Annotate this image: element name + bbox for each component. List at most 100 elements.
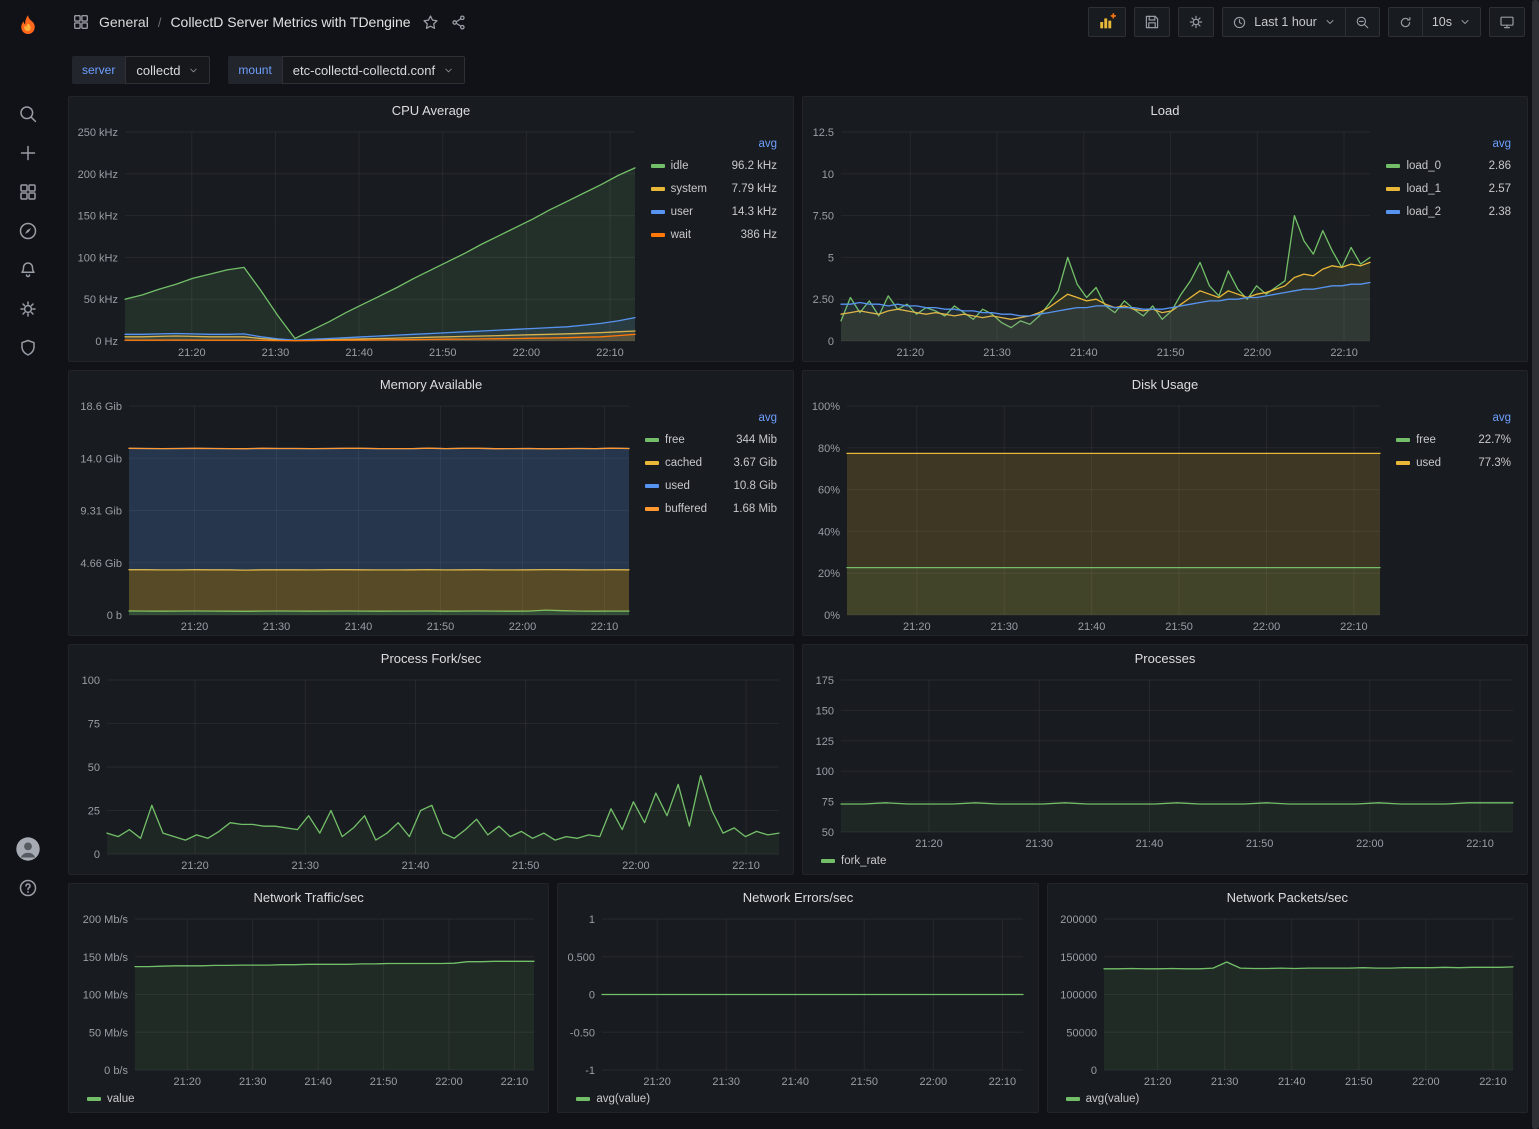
network-traffic-chart[interactable]: 0 b/s 50 Mb/s 100 Mb/s 150 Mb/s 200 Mb/s 21:2… [73,911,544,1088]
panel-disk-usage: Disk Usage 0% 20% 40% 60% 80% 100% 21:20 21:30 2… [802,370,1528,636]
legend-item[interactable]: load_1 2.57 [1386,177,1511,200]
breadcrumb-folder[interactable]: General [99,14,149,30]
variable-mount-label: mount [228,56,282,84]
add-panel-button[interactable] [1088,7,1127,37]
svg-text:50 Mb/s: 50 Mb/s [89,1027,129,1039]
panel-title[interactable]: Process Fork/sec [380,651,482,666]
legend-item[interactable]: avg(value) [1065,1093,1139,1105]
legend-item[interactable]: buffered 1.68 Mib [645,497,777,520]
sidebar-item-search[interactable] [0,94,56,133]
panel-title[interactable]: Network Traffic/sec [253,890,364,905]
scrollbar[interactable] [1532,0,1539,1129]
legend-item[interactable]: fork_rate [821,855,886,867]
legend-item[interactable]: cached 3.67 Gib [645,451,777,474]
panel-title[interactable]: Network Errors/sec [742,890,854,905]
svg-text:21:40: 21:40 [1136,838,1164,850]
legend-swatch [87,1097,101,1101]
legend-item[interactable]: free 344 Mib [645,428,777,451]
svg-text:10: 10 [822,169,834,181]
network-traffic-legend: value [73,1088,544,1110]
svg-text:20%: 20% [818,568,840,580]
legend-item[interactable]: used 77.3% [1396,451,1511,474]
legend-item[interactable]: free 22.7% [1396,428,1511,451]
svg-text:200 kHz: 200 kHz [78,169,118,181]
cpu-average-chart[interactable]: 0 Hz 50 kHz 100 kHz 150 kHz 200 kHz 250 kHz 21… [73,124,645,359]
legend-item[interactable]: user 14.3 kHz [650,200,777,223]
scrollbar-thumb[interactable] [1532,0,1539,1129]
svg-text:150: 150 [816,705,834,717]
svg-text:21:20: 21:20 [915,838,943,850]
cycle-view-mode-button[interactable] [1489,7,1525,37]
legend-item[interactable]: avg(value) [576,1093,650,1105]
svg-text:5: 5 [828,252,834,264]
panel-title[interactable]: CPU Average [391,103,471,118]
legend-item[interactable]: idle 96.2 kHz [650,154,777,177]
legend-item[interactable]: used 10.8 Gib [645,474,777,497]
sidebar-item-explore[interactable] [0,211,56,250]
sidebar-item-configuration[interactable] [0,289,56,328]
processes-chart[interactable]: 50 75 100 125 150 175 21:20 21:30 21:40 21:50 22:0… [807,672,1523,850]
user-avatar[interactable] [0,829,56,868]
legend-item[interactable]: wait 386 Hz [650,223,777,246]
svg-text:21:20: 21:20 [181,621,209,633]
sidebar-item-alerting[interactable] [0,250,56,289]
variable-server-picker[interactable]: collectd [125,56,211,84]
network-packets-chart[interactable]: 0 50000 100000 150000 200000 21:20 21:30 21:40 2… [1052,911,1523,1088]
save-dashboard-button[interactable] [1134,7,1171,37]
variable-mount-value: etc-collectd-collectd.conf [292,62,436,78]
svg-text:14.0 Gib: 14.0 Gib [80,453,122,465]
svg-text:21:20: 21:20 [1143,1076,1171,1088]
legend-swatch [1065,1097,1080,1101]
panel-network-errors: Network Errors/sec -1 -0.50 0 0.500 1 21:20 21… [557,883,1039,1113]
svg-text:21:20: 21:20 [897,347,925,359]
legend-item[interactable]: system 7.79 kHz [650,177,777,200]
svg-text:22:00: 22:00 [920,1076,948,1088]
top-navigation-bar: General / CollectD Server Metrics with T… [56,0,1539,44]
svg-text:21:20: 21:20 [178,347,206,359]
refresh-interval-picker[interactable]: 10s [1421,7,1481,37]
panel-title[interactable]: Load [1150,103,1180,118]
share-dashboard-button[interactable] [450,14,467,31]
svg-text:100 Mb/s: 100 Mb/s [83,990,129,1002]
svg-text:21:50: 21:50 [851,1076,879,1088]
legend-swatch [576,1097,591,1101]
svg-text:-0.50: -0.50 [570,1027,595,1039]
disk-usage-chart[interactable]: 0% 20% 40% 60% 80% 100% 21:20 21:30 21:40 21:50 22… [807,398,1390,633]
svg-text:150000: 150000 [1060,952,1097,964]
legend-item[interactable]: load_0 2.86 [1386,154,1511,177]
zoom-out-time-button[interactable] [1344,7,1380,37]
process-fork-chart[interactable]: 0 25 50 75 100 21:20 21:30 21:40 21:50 22:00 22:10 [73,672,789,872]
time-range-picker[interactable]: Last 1 hour [1222,7,1345,37]
svg-text:22:10: 22:10 [591,621,619,633]
svg-text:22:10: 22:10 [989,1076,1017,1088]
star-dashboard-button[interactable] [422,14,439,31]
legend-swatch [1396,460,1411,465]
dashboard-title[interactable]: CollectD Server Metrics with TDengine [170,14,411,30]
svg-text:21:30: 21:30 [291,860,319,872]
panel-title[interactable]: Processes [1134,651,1196,666]
panel-title[interactable]: Network Packets/sec [1226,890,1348,905]
dashboard-settings-button[interactable] [1178,7,1215,37]
zoom-out-icon [1356,16,1369,28]
svg-text:21:50: 21:50 [1246,838,1274,850]
panel-title[interactable]: Disk Usage [1131,377,1199,392]
variable-mount-picker[interactable]: etc-collectd-collectd.conf [281,56,466,84]
svg-text:21:50: 21:50 [429,347,457,359]
load-chart[interactable]: 0 2.50 5 7.50 10 12.5 21:20 21:30 21:40 21:50 22:0… [807,124,1380,359]
refresh-button[interactable] [1387,7,1422,37]
memory-available-chart[interactable]: 0 b 4.66 Gib 9.31 Gib 14.0 Gib 18.6 Gib 21:20… [73,398,639,633]
panel-title[interactable]: Memory Available [379,377,483,392]
legend-avg-header: avg [758,138,777,150]
breadcrumb: General / CollectD Server Metrics with T… [72,13,467,31]
svg-text:21:20: 21:20 [181,860,209,872]
legend-item[interactable]: value [87,1093,135,1105]
sidebar-item-server-admin[interactable] [0,328,56,367]
network-errors-chart[interactable]: -1 -0.50 0 0.500 1 21:20 21:30 21:40 21:50 22:00 2… [562,911,1033,1088]
sidebar-item-dashboards[interactable] [0,172,56,211]
svg-text:9.31 Gib: 9.31 Gib [80,506,122,518]
sidebar-item-help[interactable] [0,868,56,907]
svg-text:100: 100 [82,675,100,687]
legend-item[interactable]: load_2 2.38 [1386,200,1511,223]
grafana-logo[interactable] [8,8,48,48]
sidebar-item-create[interactable] [0,133,56,172]
